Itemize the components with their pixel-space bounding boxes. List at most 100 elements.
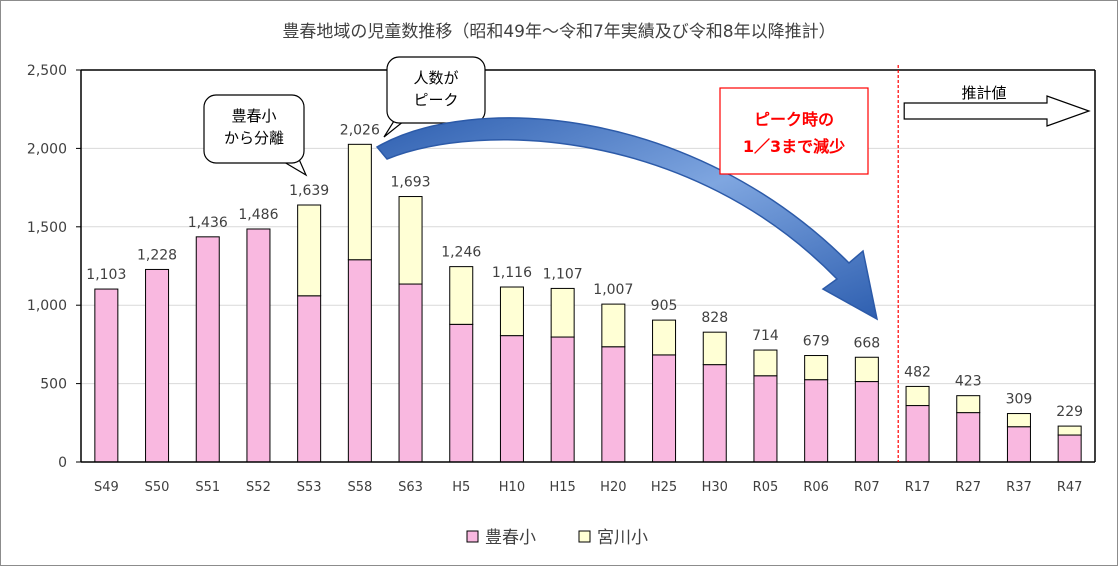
x-tick-label: S58 — [347, 480, 372, 495]
bar-miyagawa — [601, 303, 626, 348]
x-tick-label: S53 — [297, 480, 322, 495]
bar-toyoharu — [702, 364, 727, 463]
split-callout-text: 豊春小 — [231, 107, 276, 125]
bar-toyoharu — [297, 295, 322, 463]
y-tick-label: 1,500 — [27, 220, 67, 236]
bar-toyoharu — [347, 259, 372, 463]
total-label: 1,639 — [289, 183, 329, 199]
chart-title: 豊春地域の児童数推移（昭和49年～令和7年実績及び令和8年以降推計） — [282, 22, 835, 42]
bar-miyagawa — [753, 349, 778, 377]
legend-swatch — [578, 530, 591, 543]
bar-miyagawa — [449, 266, 474, 325]
bar-miyagawa — [804, 355, 829, 381]
bar-miyagawa — [347, 143, 372, 261]
x-tick-label: S63 — [398, 480, 423, 495]
projection-label: 推計値 — [961, 84, 1006, 102]
bar-toyoharu — [195, 236, 220, 463]
bar-miyagawa — [297, 204, 322, 297]
total-label: 309 — [1006, 392, 1033, 408]
split-callout-box — [203, 94, 305, 164]
peak-callout-box — [386, 56, 486, 124]
decrease-arrow — [375, 117, 879, 321]
bar-toyoharu — [398, 283, 423, 463]
y-tick-label: 500 — [40, 377, 67, 393]
total-label: 229 — [1056, 404, 1083, 420]
total-label: 714 — [752, 328, 779, 344]
total-label: 1,246 — [441, 245, 481, 261]
total-label: 1,486 — [238, 207, 278, 223]
bar-toyoharu — [1057, 434, 1082, 463]
total-label: 1,436 — [188, 215, 228, 231]
bar-toyoharu — [804, 379, 829, 463]
decrease-text: ピーク時の — [754, 110, 834, 129]
projection-arrow — [903, 95, 1091, 127]
x-tick-label: R27 — [955, 480, 981, 495]
y-axis: 0 500 1,000 1,500 2,000 2,500 — [27, 63, 1096, 471]
y-tick-label: 1,000 — [27, 298, 67, 314]
x-axis: S49 S50 S51 S52 S53 S58 S63 H5 H10 H15 H20 H25 H30 R0… — [81, 461, 1095, 495]
total-label: 423 — [955, 374, 982, 390]
legend-label: 宮川小 — [597, 528, 648, 548]
x-tick-label: R06 — [803, 480, 829, 495]
bar-miyagawa — [398, 196, 423, 285]
bar-miyagawa — [550, 287, 575, 338]
x-tick-label: H25 — [651, 480, 677, 495]
bar-toyoharu — [956, 412, 981, 463]
y-tick-label: 2,000 — [27, 141, 67, 157]
total-label: 905 — [651, 298, 678, 314]
bar-toyoharu — [652, 354, 677, 463]
total-label: 679 — [803, 334, 830, 350]
x-tick-label: R37 — [1006, 480, 1032, 495]
bar-toyoharu — [499, 335, 524, 463]
x-tick-label: H15 — [549, 480, 575, 495]
data-labels: 1,103 1,228 1,436 1,486 1,639 2,026 1,693 1,246… — [86, 122, 1083, 420]
x-tick-label: R17 — [905, 480, 931, 495]
x-tick-label: R07 — [854, 480, 880, 495]
legend: 豊春小 宮川小 — [466, 528, 648, 548]
total-label: 482 — [904, 364, 931, 380]
x-tick-label: S49 — [94, 480, 119, 495]
total-label: 2,026 — [340, 122, 380, 138]
total-label: 828 — [701, 310, 728, 326]
total-label: 1,228 — [137, 247, 177, 263]
bar-miyagawa — [1006, 413, 1031, 428]
total-label: 1,107 — [543, 266, 583, 282]
x-tick-label: S51 — [195, 480, 220, 495]
peak-callout-text: 人数が — [413, 69, 458, 87]
bar-miyagawa — [854, 356, 879, 383]
peak-callout-text: ピーク — [413, 91, 458, 109]
total-label: 1,693 — [391, 175, 431, 191]
bar-miyagawa — [702, 331, 727, 366]
bar-toyoharu — [854, 381, 879, 463]
legend-swatch — [466, 530, 479, 543]
total-label: 1,007 — [593, 282, 633, 298]
decrease-text: 1／3まで減少 — [743, 137, 845, 156]
bar-miyagawa — [499, 286, 524, 337]
y-tick-label: 2,500 — [27, 63, 67, 79]
x-tick-label: H10 — [499, 480, 525, 495]
split-callout-text: から分離 — [224, 129, 284, 147]
bar-miyagawa — [956, 395, 981, 414]
x-tick-label: R05 — [753, 480, 779, 495]
y-tick-label: 0 — [58, 455, 67, 471]
bar-toyoharu — [449, 323, 474, 463]
bar-toyoharu — [246, 228, 271, 463]
bar-miyagawa — [905, 385, 930, 407]
bar-toyoharu — [601, 346, 626, 463]
bar-miyagawa — [652, 319, 677, 356]
bar-toyoharu — [753, 375, 778, 463]
bar-toyoharu — [145, 268, 170, 463]
x-tick-label: R47 — [1057, 480, 1083, 495]
bar-toyoharu — [1006, 426, 1031, 463]
bar-toyoharu — [550, 336, 575, 463]
bars — [94, 143, 1082, 463]
x-tick-label: S52 — [246, 480, 271, 495]
x-tick-label: H20 — [600, 480, 626, 495]
x-tick-label: H5 — [452, 480, 470, 495]
decrease-box — [719, 87, 869, 175]
x-tick-label: S50 — [145, 480, 170, 495]
legend-label: 豊春小 — [485, 528, 536, 548]
